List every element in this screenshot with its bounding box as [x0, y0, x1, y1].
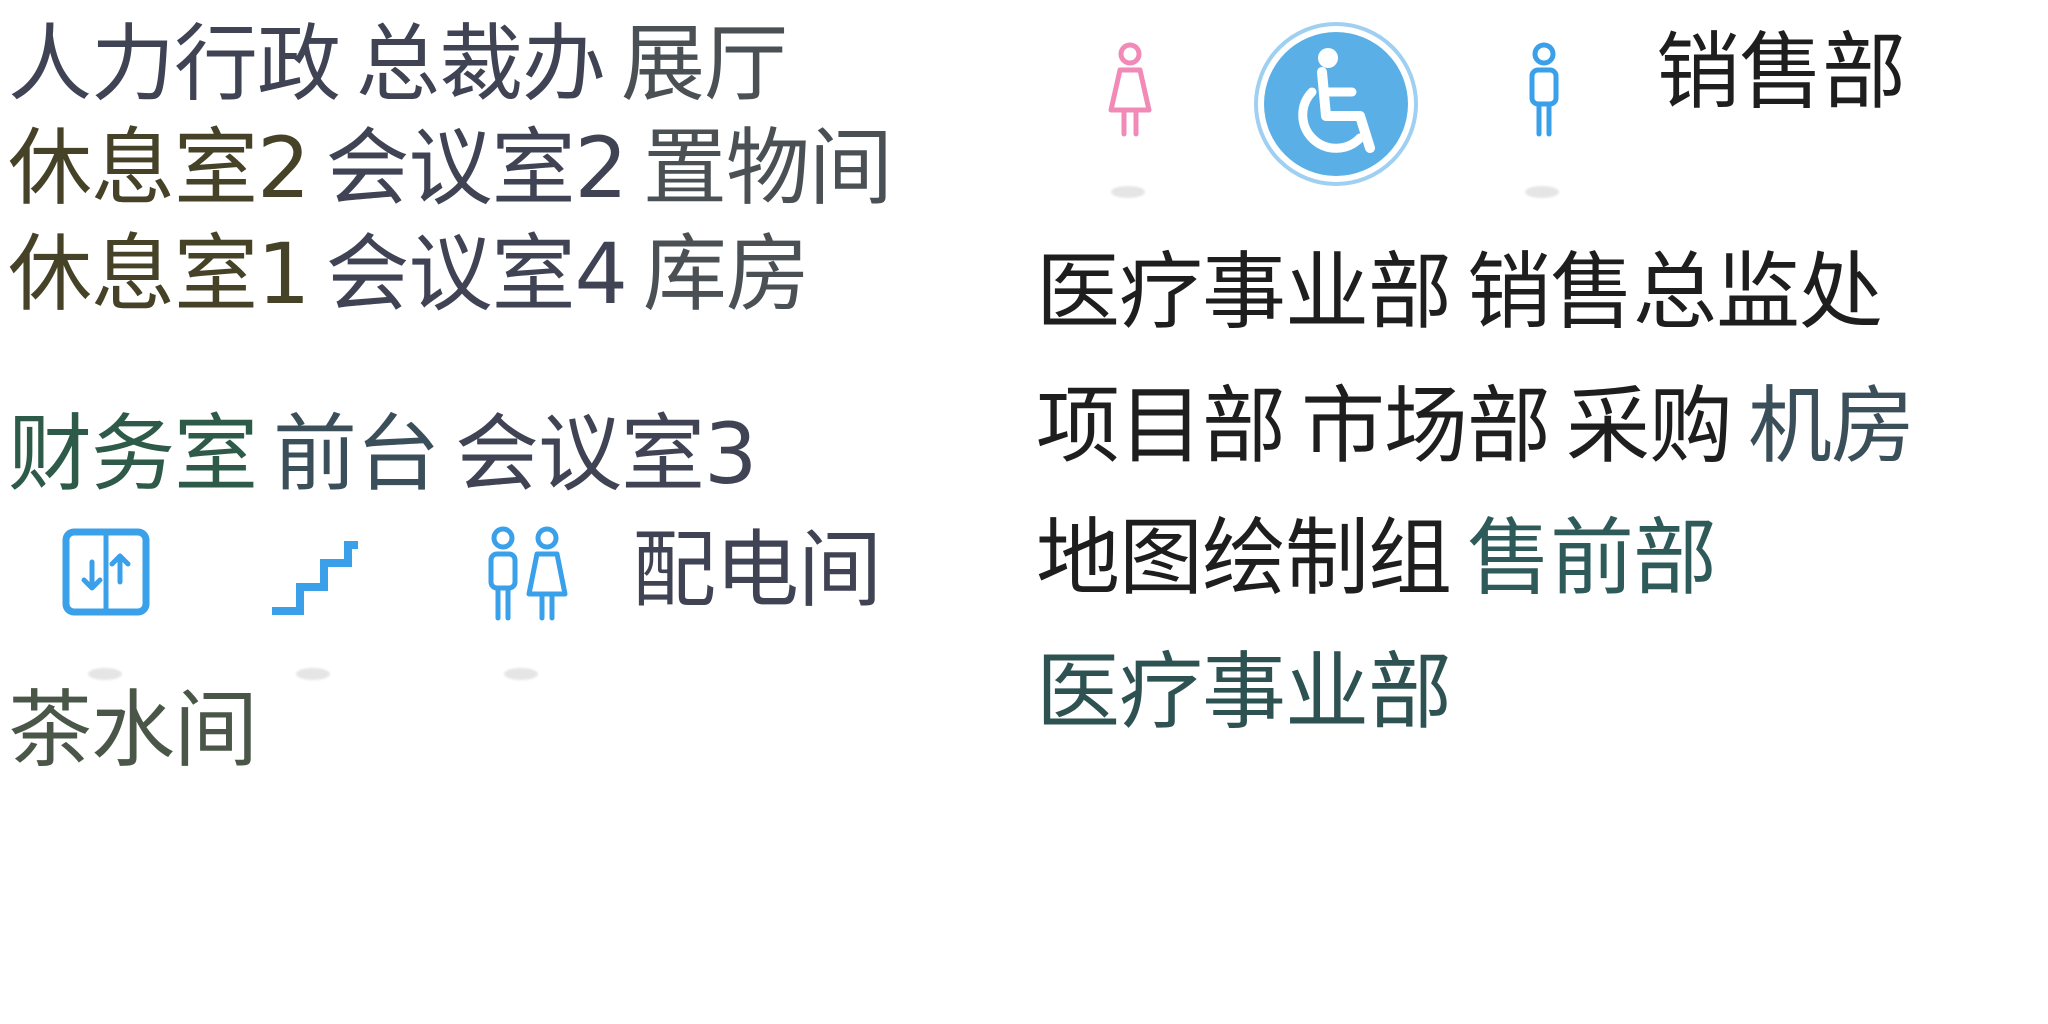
row-1: 人力行政 总裁办 展厅: [8, 15, 788, 113]
room-label-finance[interactable]: 财务室: [8, 405, 258, 503]
male-restroom-icon: [1529, 42, 1559, 137]
room-label-marketing-dept[interactable]: 市场部: [1301, 377, 1551, 475]
room-label-medical-div-1[interactable]: 医疗事业部: [1036, 243, 1452, 341]
room-label-cartography[interactable]: 地图绘制组: [1036, 509, 1452, 607]
room-label-sales-director[interactable]: 销售总监处: [1467, 243, 1883, 341]
restroom-shadow: [504, 668, 538, 680]
room-label-storage[interactable]: 置物间: [642, 119, 893, 217]
room-label-project-dept[interactable]: 项目部: [1036, 377, 1286, 475]
room-label-medical-div-2[interactable]: 医疗事业部: [1036, 643, 1452, 741]
room-label-power-room[interactable]: 配电间: [632, 521, 882, 619]
row-r3: 地图绘制组 售前部: [1036, 509, 1717, 607]
room-label-hr-admin[interactable]: 人力行政: [8, 15, 341, 113]
room-label-meeting-3[interactable]: 会议室3: [455, 405, 757, 503]
room-label-reception[interactable]: 前台: [273, 405, 440, 503]
elevator-poi[interactable]: [60, 526, 152, 618]
stairs-shadow: [296, 668, 330, 680]
row-2: 休息室2 会议室2 置物间: [8, 119, 893, 217]
male-restroom-poi[interactable]: [1518, 38, 1570, 142]
room-label-lounge-2[interactable]: 休息室2: [8, 119, 310, 217]
row-3: 休息室1 会议室4 库房: [8, 225, 810, 323]
female-restroom-icon: [1108, 42, 1152, 137]
row-r2: 项目部 市场部 采购 机房: [1036, 377, 1915, 475]
elevator-shadow: [88, 668, 122, 680]
room-label-sales-dept[interactable]: 销售部: [1656, 23, 1906, 121]
restroom-icon: [488, 526, 568, 621]
male-restroom-shadow: [1525, 186, 1559, 198]
room-label-meeting-2[interactable]: 会议室2: [325, 119, 627, 217]
room-label-ceo-office[interactable]: 总裁办: [356, 15, 606, 113]
female-restroom-poi[interactable]: [1104, 38, 1156, 142]
room-label-showroom[interactable]: 展厅: [621, 15, 788, 113]
room-label-lounge-1[interactable]: 休息室1: [8, 225, 310, 323]
restroom-poi[interactable]: [478, 524, 574, 624]
elevator-icon: [62, 528, 150, 616]
room-label-server-room[interactable]: 机房: [1748, 377, 1915, 475]
room-label-tea-room[interactable]: 茶水间: [8, 681, 258, 779]
room-label-meeting-4[interactable]: 会议室4: [325, 225, 627, 323]
accessible-icon: [1254, 22, 1418, 186]
accessible-poi[interactable]: [1252, 20, 1420, 188]
female-restroom-shadow: [1111, 186, 1145, 198]
room-label-purchasing[interactable]: 采购: [1566, 377, 1733, 475]
room-label-warehouse[interactable]: 库房: [642, 225, 810, 323]
row-r1: 医疗事业部 销售总监处: [1036, 243, 1883, 341]
stairs-icon: [272, 541, 358, 615]
row-4: 财务室 前台 会议室3: [8, 405, 757, 503]
stairs-poi[interactable]: [264, 530, 364, 620]
room-label-presales[interactable]: 售前部: [1467, 509, 1717, 607]
